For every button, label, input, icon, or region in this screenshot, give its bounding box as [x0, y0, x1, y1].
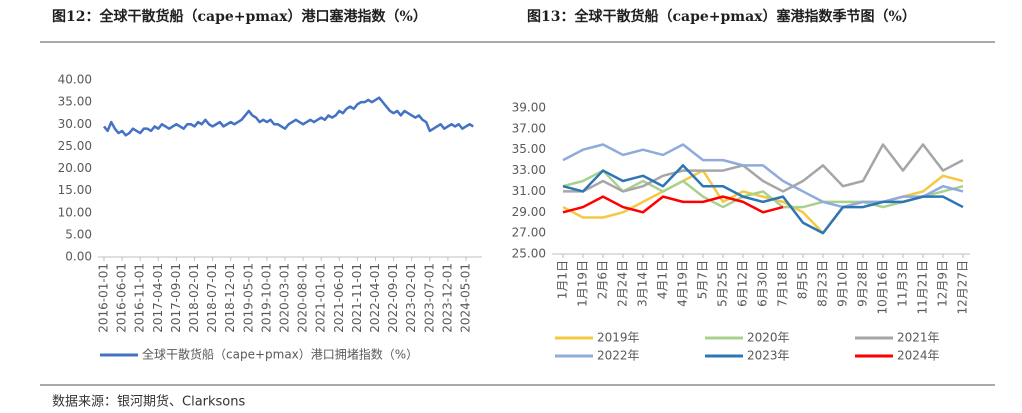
y-tick-label: 30.00 — [58, 117, 92, 131]
source: 数据来源：银河期货、Clarksons — [52, 394, 245, 410]
x-tick-label: 2023-12-01 — [440, 263, 454, 333]
y-tick-label: 35.00 — [58, 95, 92, 109]
x-tick-label: 2017-04-01 — [151, 263, 165, 333]
x-tick-label: 2017-09-01 — [169, 263, 183, 333]
y-tick-label: 25.00 — [512, 247, 546, 261]
y-tick-label: 27.00 — [512, 226, 546, 240]
x-tick-label: 2月24日 — [616, 260, 630, 307]
x-tick-label: 8月23日 — [816, 260, 830, 307]
x-tick-label: 2016-01-01 — [97, 263, 111, 333]
legend-label: 2020年 — [747, 331, 790, 345]
x-tick-label: 2020-03-01 — [278, 263, 292, 333]
y-tick-label: 37.00 — [512, 121, 546, 135]
y-tick-label: 31.00 — [512, 184, 546, 198]
x-tick-label: 2020-08-01 — [296, 263, 310, 333]
x-tick-label: 3月14日 — [636, 260, 650, 307]
x-tick-label: 9月10日 — [836, 260, 850, 307]
y-tick-label: 20.00 — [58, 161, 92, 175]
x-tick-label: 4月19日 — [676, 260, 690, 307]
y-tick-label: 5.00 — [65, 227, 92, 241]
x-tick-label: 2024-05-01 — [459, 263, 473, 333]
x-tick-label: 12月27日 — [956, 260, 970, 315]
x-tick-label: 6月12日 — [736, 260, 750, 307]
series-line — [562, 164, 964, 235]
series-line — [562, 143, 964, 209]
x-tick-label: 1月1日 — [556, 260, 570, 299]
x-tick-label: 2019-10-01 — [259, 263, 273, 333]
series-line — [103, 96, 474, 137]
y-tick-label: 15.00 — [58, 183, 92, 197]
y-tick-label: 10.00 — [58, 205, 92, 219]
x-tick-label: 7月18日 — [776, 260, 790, 307]
legend-label: 2023年 — [747, 349, 790, 363]
legend-label: 2021年 — [897, 331, 940, 345]
x-tick-label: 2019-05-01 — [241, 263, 255, 333]
x-tick-label: 2021-06-01 — [332, 263, 346, 333]
x-tick-label: 11月21日 — [916, 260, 930, 315]
legend-label: 2024年 — [897, 349, 940, 363]
x-tick-label: 2018-07-01 — [205, 263, 219, 333]
x-tick-label: 2023-02-01 — [404, 263, 418, 333]
x-tick-label: 1月19日 — [576, 260, 590, 307]
chart-title: 图13：全球干散货船（cape+pmax）塞港指数季节图（%） — [527, 8, 916, 25]
series-line — [563, 143, 964, 193]
legend-label: 2019年 — [597, 331, 640, 345]
legend-label: 2022年 — [597, 349, 640, 363]
y-tick-label: 0.00 — [65, 250, 92, 264]
x-tick-label: 2月6日 — [596, 260, 610, 299]
legend-label: 全球干散货船（cape+pmax）港口拥堵指数（%） — [142, 347, 418, 362]
x-tick-label: 2021-11-01 — [350, 263, 364, 333]
chart-title: 图12：全球干散货船（cape+pmax）港口塞港指数（%） — [52, 8, 427, 25]
series-line — [562, 195, 784, 214]
x-tick-label: 6月30日 — [756, 260, 770, 307]
y-tick-label: 40.00 — [58, 73, 92, 87]
x-tick-label: 2018-02-01 — [187, 263, 201, 333]
x-tick-label: 2023-07-01 — [422, 263, 436, 333]
y-tick-label: 35.00 — [512, 142, 546, 156]
y-tick-label: 33.00 — [512, 163, 546, 177]
series-line — [562, 169, 964, 209]
x-tick-label: 11月3日 — [896, 260, 910, 307]
x-tick-label: 2022-09-01 — [386, 263, 400, 333]
x-tick-label: 12月9日 — [936, 260, 950, 307]
x-tick-label: 9月28日 — [856, 260, 870, 307]
x-tick-label: 5月7日 — [696, 260, 710, 299]
x-tick-label: 4月1日 — [656, 260, 670, 299]
x-tick-label: 2021-01-01 — [314, 263, 328, 333]
y-tick-label: 25.00 — [58, 139, 92, 153]
x-tick-label: 2016-11-01 — [133, 263, 147, 333]
x-tick-label: 2016-06-01 — [115, 263, 129, 333]
x-tick-label: 10月16日 — [876, 260, 890, 315]
x-tick-label: 2022-04-01 — [368, 263, 382, 333]
y-tick-label: 39.00 — [512, 101, 546, 115]
y-tick-label: 29.00 — [512, 205, 546, 219]
x-tick-label: 8月5日 — [796, 260, 810, 299]
x-tick-label: 5月25日 — [716, 260, 730, 307]
x-tick-label: 2018-12-01 — [223, 263, 237, 333]
